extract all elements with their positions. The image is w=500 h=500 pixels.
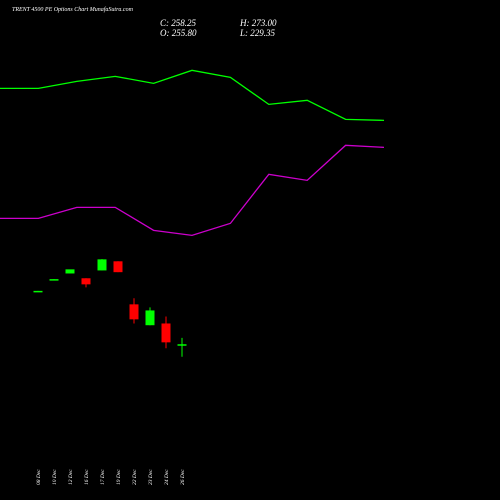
candle-body <box>161 323 171 343</box>
high-label: H: 273.00 <box>239 18 277 28</box>
candle-body <box>33 290 43 293</box>
x-tick-label: 26 Dec <box>180 469 186 485</box>
candle-body <box>65 269 75 274</box>
line-series <box>0 69 385 121</box>
low-label: L: 229.35 <box>239 28 276 38</box>
candle-body <box>49 279 59 281</box>
line-series <box>0 144 385 237</box>
x-tick-label: 22 Dec <box>132 469 138 485</box>
x-tick-label: 10 Dec <box>52 469 58 485</box>
open-label: O: 255.80 <box>160 28 197 38</box>
x-tick-label: 17 Dec <box>100 469 106 485</box>
close-label: C: 258.25 <box>160 18 197 28</box>
x-tick-label: 12 Dec <box>68 469 74 485</box>
chart-title: TRENT 4500 PE Options Chart MunafaSutra.… <box>12 6 134 13</box>
candle-body <box>97 259 107 271</box>
candle-body <box>81 278 91 285</box>
x-tick-label: 19 Dec <box>116 469 122 485</box>
candle-body <box>129 304 139 320</box>
candle-body <box>113 261 123 273</box>
candle-body <box>145 310 155 326</box>
x-tick-label: 16 Dec <box>84 469 90 485</box>
candle-body <box>177 344 187 346</box>
x-tick-label: 08 Dec <box>36 469 42 485</box>
x-tick-label: 23 Dec <box>148 469 154 485</box>
x-tick-label: 24 Dec <box>163 469 170 485</box>
